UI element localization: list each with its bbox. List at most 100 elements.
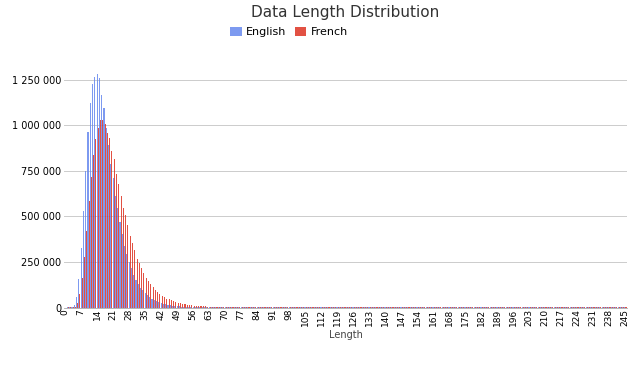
Bar <box>210 307 211 308</box>
Bar <box>162 296 163 307</box>
Bar <box>188 307 189 308</box>
Bar <box>104 124 106 308</box>
Bar <box>79 294 81 308</box>
Bar <box>159 294 161 308</box>
Bar <box>141 268 142 308</box>
Bar <box>158 302 159 307</box>
Bar <box>77 303 78 307</box>
Bar <box>155 290 156 308</box>
Bar <box>85 171 86 308</box>
Bar <box>111 151 113 308</box>
Bar <box>150 284 151 308</box>
Bar <box>75 307 76 308</box>
Bar <box>190 307 191 308</box>
Bar <box>115 196 116 308</box>
Bar <box>107 133 108 308</box>
Bar <box>114 159 115 308</box>
Bar <box>86 231 87 308</box>
Bar <box>108 145 109 308</box>
Bar <box>126 254 127 308</box>
Bar <box>186 307 187 308</box>
Bar <box>102 120 103 308</box>
Bar <box>127 225 129 308</box>
Bar <box>174 306 175 308</box>
Bar <box>101 95 102 308</box>
Bar <box>180 303 181 307</box>
Bar <box>178 303 179 307</box>
Bar <box>166 298 167 307</box>
Bar <box>90 103 91 308</box>
Bar <box>99 78 100 308</box>
Bar <box>81 248 82 308</box>
Bar <box>184 304 186 307</box>
Bar <box>91 177 92 308</box>
Bar <box>187 305 188 308</box>
Bar <box>147 296 148 307</box>
Bar <box>145 293 146 308</box>
Bar <box>171 300 172 307</box>
Legend: English, French: English, French <box>230 27 348 37</box>
Bar <box>132 243 133 308</box>
Bar <box>76 297 77 307</box>
Bar <box>106 129 107 308</box>
Bar <box>149 297 150 307</box>
Bar <box>173 301 174 307</box>
Bar <box>148 281 149 308</box>
Bar <box>195 307 196 308</box>
Bar <box>134 251 135 308</box>
Bar <box>118 184 119 308</box>
Bar <box>97 74 98 308</box>
Bar <box>172 306 173 308</box>
Bar <box>198 306 199 308</box>
Bar <box>94 77 95 308</box>
Bar <box>179 306 180 308</box>
Bar <box>98 128 99 308</box>
Bar <box>143 273 145 308</box>
Bar <box>130 236 131 308</box>
Bar <box>165 304 166 307</box>
Bar <box>100 120 101 308</box>
Bar <box>216 307 218 308</box>
Bar <box>194 306 195 308</box>
Bar <box>156 302 157 307</box>
Bar <box>125 215 126 308</box>
X-axis label: Length: Length <box>329 330 362 340</box>
Bar <box>140 288 141 308</box>
Bar <box>117 209 118 308</box>
Bar <box>109 138 110 308</box>
Bar <box>113 178 114 308</box>
Bar <box>221 307 222 308</box>
Bar <box>163 304 164 307</box>
Bar <box>78 279 79 308</box>
Bar <box>139 263 140 308</box>
Bar <box>164 297 165 307</box>
Bar <box>191 305 193 308</box>
Bar <box>110 164 111 308</box>
Bar <box>136 259 138 308</box>
Bar <box>83 211 84 308</box>
Bar <box>157 292 158 308</box>
Bar <box>133 275 134 308</box>
Bar <box>189 305 190 308</box>
Bar <box>129 262 130 308</box>
Bar <box>214 307 215 308</box>
Bar <box>92 84 93 308</box>
Bar <box>203 306 204 308</box>
Bar <box>161 303 162 307</box>
Bar <box>138 284 139 308</box>
Bar <box>181 306 182 308</box>
Bar <box>219 307 220 308</box>
Bar <box>200 306 202 308</box>
Bar <box>170 305 171 308</box>
Bar <box>74 305 75 308</box>
Bar <box>177 306 178 308</box>
Bar <box>116 174 117 308</box>
Bar <box>84 257 85 307</box>
Bar <box>95 139 97 308</box>
Bar <box>207 307 209 308</box>
Title: Data Length Distribution: Data Length Distribution <box>252 5 440 20</box>
Bar <box>146 278 147 308</box>
Bar <box>122 234 123 308</box>
Bar <box>182 304 183 307</box>
Bar <box>82 278 83 308</box>
